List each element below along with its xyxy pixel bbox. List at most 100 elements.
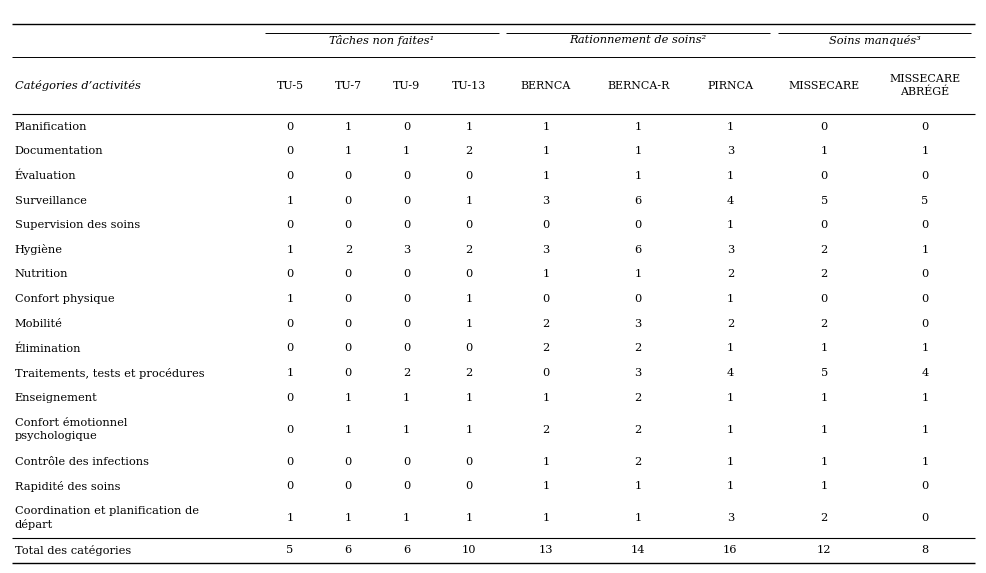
Text: 0: 0: [286, 393, 294, 403]
Text: 0: 0: [402, 319, 410, 329]
Text: 1: 1: [402, 513, 410, 523]
Text: 2: 2: [634, 343, 641, 354]
Text: 0: 0: [286, 220, 294, 230]
Text: 0: 0: [920, 319, 928, 329]
Text: 16: 16: [723, 545, 737, 555]
Text: 0: 0: [541, 368, 549, 378]
Text: 0: 0: [819, 294, 827, 304]
Text: 2: 2: [819, 513, 827, 523]
Text: 1: 1: [634, 171, 641, 181]
Text: 1: 1: [541, 171, 549, 181]
Text: Confort émotionnel
psychologique: Confort émotionnel psychologique: [15, 418, 127, 441]
Text: 4: 4: [920, 368, 928, 378]
Text: 2: 2: [634, 425, 641, 435]
Text: 1: 1: [819, 343, 827, 354]
Text: 2: 2: [465, 245, 472, 255]
Text: 0: 0: [920, 171, 928, 181]
Text: 0: 0: [344, 195, 352, 206]
Text: Nutrition: Nutrition: [15, 269, 68, 280]
Text: 12: 12: [816, 545, 830, 555]
Text: 1: 1: [344, 121, 352, 132]
Text: Enseignement: Enseignement: [15, 393, 98, 403]
Text: 5: 5: [286, 545, 294, 555]
Text: 0: 0: [286, 146, 294, 156]
Text: 1: 1: [344, 146, 352, 156]
Text: 1: 1: [286, 368, 294, 378]
Text: 1: 1: [819, 481, 827, 491]
Text: 0: 0: [920, 513, 928, 523]
Text: 2: 2: [726, 269, 734, 280]
Text: 1: 1: [541, 481, 549, 491]
Text: 1: 1: [465, 319, 472, 329]
Text: 10: 10: [461, 545, 476, 555]
Text: 0: 0: [920, 481, 928, 491]
Text: 0: 0: [286, 171, 294, 181]
Text: Documentation: Documentation: [15, 146, 104, 156]
Text: 1: 1: [402, 425, 410, 435]
Text: 1: 1: [541, 513, 549, 523]
Text: 1: 1: [634, 146, 641, 156]
Text: 0: 0: [286, 481, 294, 491]
Text: 1: 1: [726, 393, 734, 403]
Text: 0: 0: [541, 220, 549, 230]
Text: 2: 2: [541, 343, 549, 354]
Text: 0: 0: [465, 457, 472, 466]
Text: 1: 1: [402, 146, 410, 156]
Text: 0: 0: [402, 220, 410, 230]
Text: 0: 0: [344, 481, 352, 491]
Text: Contrôle des infections: Contrôle des infections: [15, 457, 149, 466]
Text: TU-7: TU-7: [334, 81, 362, 91]
Text: PIRNCA: PIRNCA: [707, 81, 752, 91]
Text: 3: 3: [726, 513, 734, 523]
Text: 3: 3: [634, 368, 641, 378]
Text: 1: 1: [465, 121, 472, 132]
Text: 1: 1: [541, 393, 549, 403]
Text: 1: 1: [920, 146, 928, 156]
Text: 0: 0: [920, 220, 928, 230]
Text: Supervision des soins: Supervision des soins: [15, 220, 140, 230]
Text: Mobilité: Mobilité: [15, 319, 63, 329]
Text: 0: 0: [920, 121, 928, 132]
Text: 14: 14: [630, 545, 645, 555]
Text: 1: 1: [726, 457, 734, 466]
Text: 1: 1: [402, 393, 410, 403]
Text: Planification: Planification: [15, 121, 87, 132]
Text: 1: 1: [920, 245, 928, 255]
Text: 0: 0: [286, 425, 294, 435]
Text: 1: 1: [819, 393, 827, 403]
Text: Évaluation: Évaluation: [15, 171, 76, 181]
Text: Rapidité des soins: Rapidité des soins: [15, 481, 120, 492]
Text: 0: 0: [465, 343, 472, 354]
Text: 0: 0: [286, 457, 294, 466]
Text: 4: 4: [726, 368, 734, 378]
Text: Soins manqués³: Soins manqués³: [828, 35, 919, 46]
Text: 0: 0: [344, 294, 352, 304]
Text: 1: 1: [819, 457, 827, 466]
Text: 1: 1: [286, 195, 294, 206]
Text: 1: 1: [726, 425, 734, 435]
Text: 1: 1: [920, 343, 928, 354]
Text: 6: 6: [344, 545, 352, 555]
Text: 0: 0: [920, 294, 928, 304]
Text: 0: 0: [344, 220, 352, 230]
Text: 0: 0: [344, 457, 352, 466]
Text: 1: 1: [541, 121, 549, 132]
Text: 1: 1: [344, 393, 352, 403]
Text: 0: 0: [344, 343, 352, 354]
Text: 0: 0: [402, 481, 410, 491]
Text: Total des catégories: Total des catégories: [15, 545, 131, 556]
Text: BERNCA: BERNCA: [521, 81, 571, 91]
Text: Élimination: Élimination: [15, 343, 81, 354]
Text: Traitements, tests et procédures: Traitements, tests et procédures: [15, 367, 204, 379]
Text: 1: 1: [541, 457, 549, 466]
Text: 2: 2: [819, 245, 827, 255]
Text: TU-13: TU-13: [452, 81, 486, 91]
Text: 1: 1: [726, 343, 734, 354]
Text: 0: 0: [286, 121, 294, 132]
Text: 1: 1: [344, 513, 352, 523]
Text: 2: 2: [541, 319, 549, 329]
Text: Tâches non faites¹: Tâches non faites¹: [328, 35, 434, 46]
Text: 3: 3: [541, 245, 549, 255]
Text: 1: 1: [634, 481, 641, 491]
Text: 1: 1: [920, 425, 928, 435]
